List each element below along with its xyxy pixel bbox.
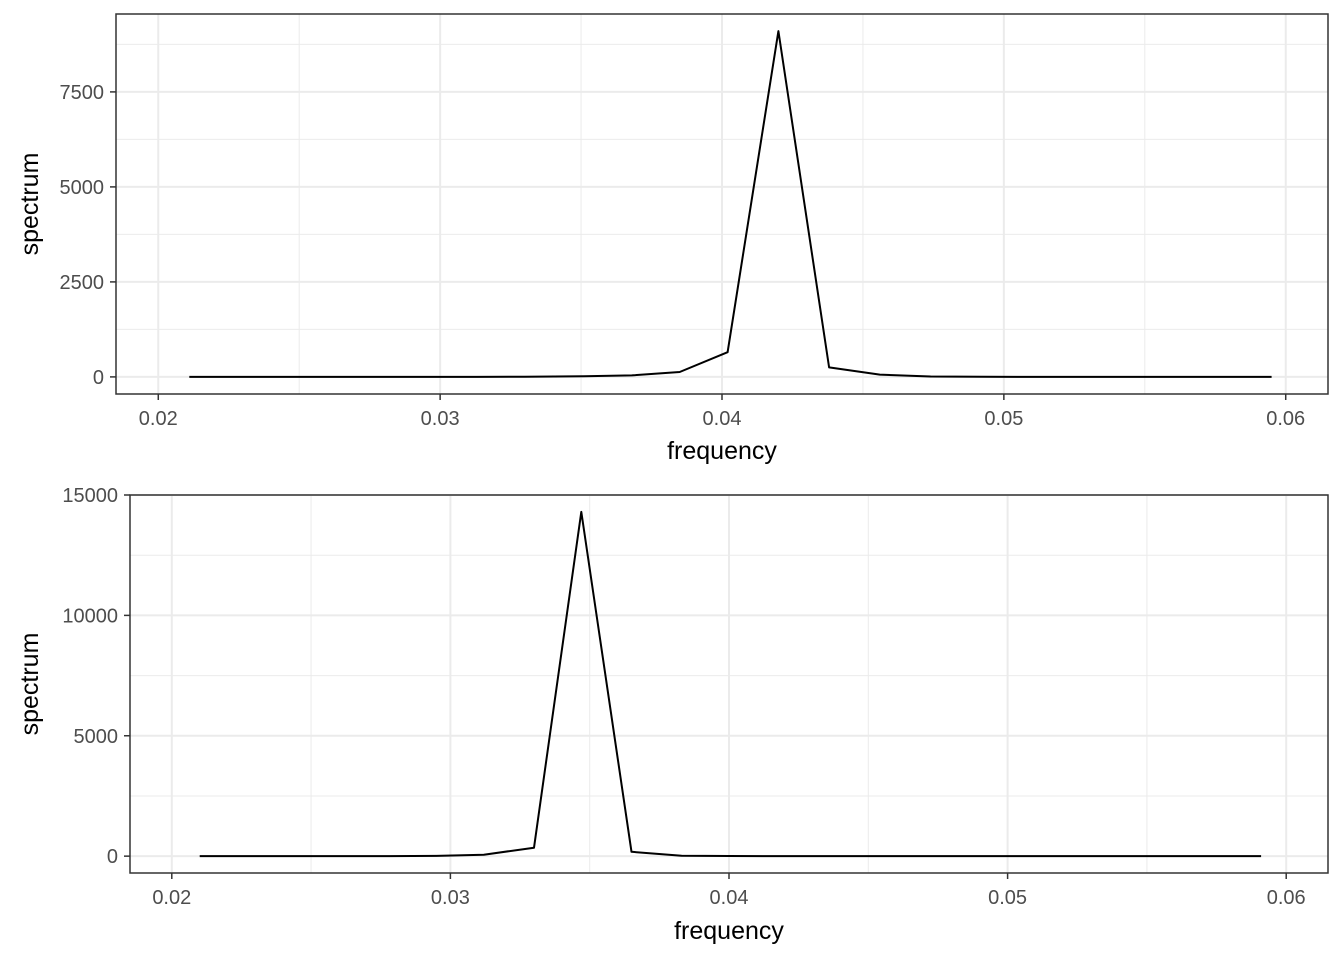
y-tick-label: 15000 [62, 485, 118, 507]
y-tick-label: 7500 [60, 82, 105, 104]
x-tick-label: 0.03 [421, 408, 460, 430]
x-axis-title: frequency [674, 917, 784, 945]
x-tick-label: 0.04 [710, 887, 749, 909]
y-axis-title: spectrum [16, 153, 44, 256]
y-axis-title: spectrum [16, 633, 44, 736]
spectrum-chart-1: 0 2500 5000 7500 0.02 0.03 0.04 0.05 0.06 frequ… [16, 13, 1329, 465]
y-tick-label: 5000 [74, 726, 119, 748]
x-tick-label: 0.06 [1266, 408, 1305, 430]
y-axis-ticks: 0 2500 5000 7500 [60, 82, 116, 389]
spectrum-line [199, 510, 1262, 858]
x-tick-label: 0.05 [988, 887, 1027, 909]
x-tick-label: 0.04 [703, 408, 742, 430]
x-tick-label: 0.05 [984, 408, 1023, 430]
y-tick-label: 10000 [62, 605, 118, 627]
y-tick-label: 5000 [60, 177, 105, 199]
x-tick-label: 0.06 [1267, 887, 1306, 909]
x-tick-label: 0.03 [431, 887, 470, 909]
series-layer [199, 510, 1262, 858]
y-tick-label: 0 [107, 846, 118, 868]
x-axis-ticks: 0.02 0.03 0.04 0.05 0.06 [139, 394, 1305, 430]
spectrum-line [189, 30, 1272, 378]
x-axis-ticks: 0.02 0.03 0.04 0.05 0.06 [152, 873, 1306, 909]
y-tick-label: 0 [93, 367, 104, 389]
spectrum-chart-2: 0 5000 10000 15000 0.02 0.03 0.04 0.05 0.06 fre… [16, 485, 1329, 945]
x-tick-label: 0.02 [139, 408, 178, 430]
series-layer [189, 30, 1272, 378]
y-tick-label: 2500 [60, 272, 105, 294]
x-axis-title: frequency [667, 437, 777, 465]
y-axis-ticks: 0 5000 10000 15000 [62, 485, 130, 868]
x-tick-label: 0.02 [152, 887, 191, 909]
